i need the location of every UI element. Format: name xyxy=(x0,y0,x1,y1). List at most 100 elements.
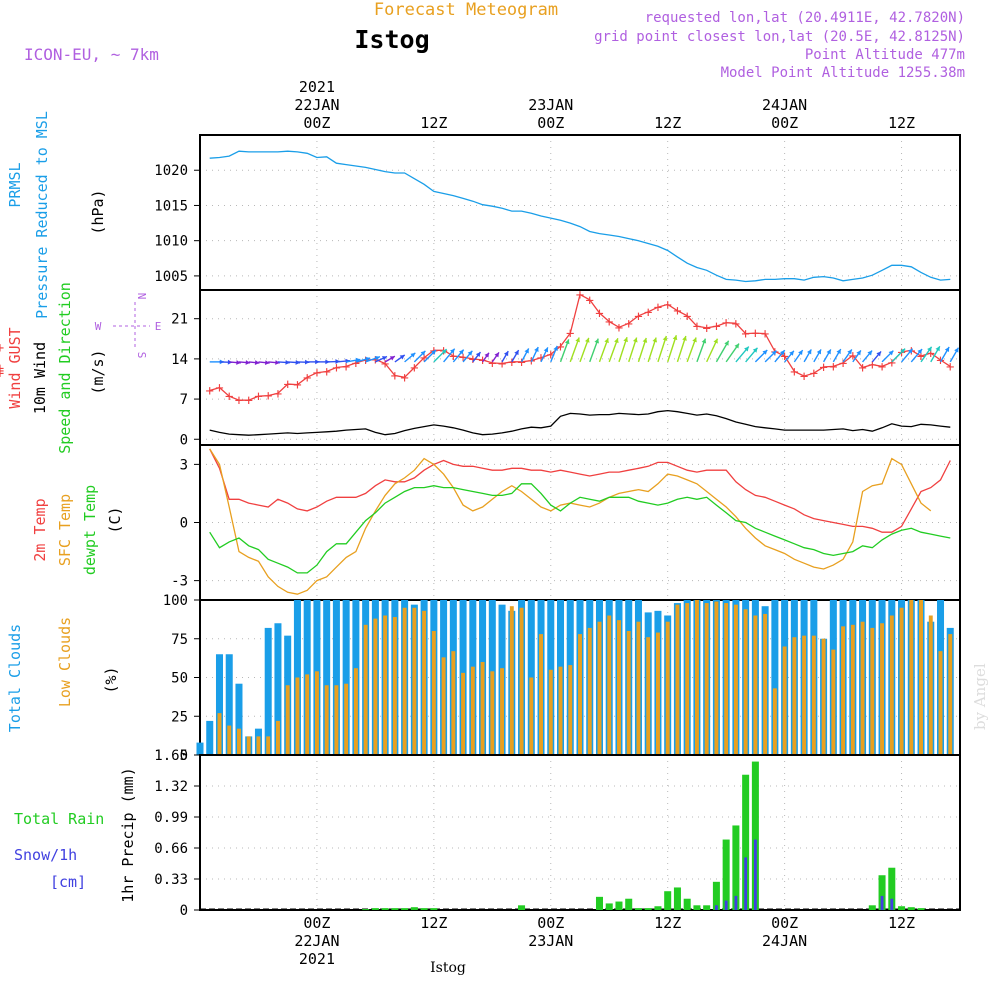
precip-label-cm: [cm] xyxy=(50,873,86,891)
wind-arrow-head xyxy=(623,337,628,343)
low-cloud-bar xyxy=(519,607,524,755)
low-cloud-bar xyxy=(811,635,816,755)
gust-marker: + xyxy=(0,361,4,377)
panel-frame xyxy=(199,134,961,291)
wind-arrow-head xyxy=(575,337,580,343)
pressure-panel: 1005 1010 1015 1020 xyxy=(154,134,961,291)
snow-bar xyxy=(753,839,757,910)
wind-arrow xyxy=(657,335,668,363)
rain-bar xyxy=(625,898,633,910)
wind-arrow-head xyxy=(399,355,405,360)
low-cloud-bar xyxy=(392,617,397,755)
bottom-time-label: 23JAN xyxy=(528,932,573,950)
low-cloud-bar xyxy=(753,615,758,755)
low-cloud-bar xyxy=(821,638,826,755)
gust-marker: + xyxy=(741,327,749,343)
gust-marker: + xyxy=(381,356,389,372)
low-cloud-bar xyxy=(948,634,953,755)
low-cloud-bar xyxy=(548,669,553,755)
rain-bar xyxy=(751,761,759,910)
total-cloud-bar xyxy=(771,600,779,755)
wind-arrow-head xyxy=(713,338,718,344)
wind-arrow-head xyxy=(900,348,906,354)
low-cloud-bar xyxy=(607,615,612,755)
rain-bar xyxy=(712,881,720,910)
top-time-label: 22JAN xyxy=(294,96,339,114)
temp-label-sfc: SFC Temp xyxy=(56,494,74,566)
watermark: by Angel xyxy=(971,663,989,730)
bottom-time-label: 12Z xyxy=(888,914,915,932)
rain-bar xyxy=(410,907,418,910)
rain-bar xyxy=(615,901,623,910)
compass-n: N xyxy=(135,293,148,300)
wind-arrow-head xyxy=(847,349,852,355)
y-tick-label: -3 xyxy=(171,574,188,590)
rain-bar xyxy=(362,909,370,911)
wind-arrow-head xyxy=(389,356,395,361)
rain-bar xyxy=(634,908,642,910)
gust-marker: + xyxy=(780,349,788,365)
wind-arrow-head xyxy=(449,348,455,354)
y-tick-label: 1015 xyxy=(154,198,188,214)
wind-arrow-head xyxy=(798,350,803,356)
low-cloud-bar xyxy=(402,607,407,755)
gust-marker: + xyxy=(888,355,896,371)
low-cloud-bar xyxy=(597,621,602,755)
wind-arrow-head xyxy=(410,352,416,358)
rain-bar xyxy=(401,908,409,910)
temperature-panel: -3 0 3 xyxy=(171,444,961,601)
low-cloud-bar xyxy=(422,610,427,755)
low-cloud-bar xyxy=(919,600,923,755)
low-cloud-bar xyxy=(246,736,251,755)
wind-arrow-head xyxy=(441,349,447,354)
clouds-panel: 0 25 50 75 100 xyxy=(163,593,961,764)
bottom-time-label: 2021 xyxy=(299,950,335,968)
wind-unit: (m/s) xyxy=(89,349,107,394)
gust-marker: + xyxy=(663,297,671,313)
low-cloud-bar xyxy=(617,620,621,755)
precip-unit: 1hr Precip (mm) xyxy=(119,767,137,902)
clouds-label-total: Total Clouds xyxy=(6,624,24,732)
snow-bar xyxy=(734,895,738,910)
gust-marker: + xyxy=(498,356,506,372)
gust-marker: + xyxy=(254,389,262,405)
low-cloud-bar xyxy=(266,736,271,755)
low-cloud-bar xyxy=(675,604,680,755)
wind-arrow-head xyxy=(836,349,841,355)
wind-arrow-head xyxy=(604,338,609,344)
rain-bar xyxy=(693,905,701,910)
gust-marker: + xyxy=(264,389,272,405)
gust-marker: + xyxy=(858,361,866,377)
low-cloud-bar xyxy=(363,624,368,755)
y-tick-label: 50 xyxy=(171,671,188,687)
wind-arrow-head xyxy=(692,337,697,343)
top-time-label: 24JAN xyxy=(762,96,807,114)
gust-marker: + xyxy=(615,320,623,336)
low-cloud-bar xyxy=(704,603,709,755)
low-cloud-bar xyxy=(470,666,475,755)
gust-marker: + xyxy=(488,356,496,372)
gust-marker: + xyxy=(732,316,740,332)
low-cloud-bar xyxy=(772,688,777,755)
bottom-time-label: 12Z xyxy=(654,914,681,932)
requested-coords: requested lon,lat (20.4911E, 42.7820N) xyxy=(645,10,965,26)
gust-marker: + xyxy=(352,356,360,372)
gust-marker: + xyxy=(586,293,594,309)
gust-marker: + xyxy=(547,347,555,363)
low-cloud-bar xyxy=(314,671,319,755)
wind-arrow-head xyxy=(682,336,687,341)
wind-arrow-head xyxy=(771,350,777,356)
gust-marker: + xyxy=(244,393,252,409)
gust-marker: + xyxy=(800,369,808,385)
pressure-label-1: PRMSL xyxy=(6,162,24,207)
rain-bar xyxy=(683,898,691,910)
y-tick-label: 1010 xyxy=(154,234,188,250)
low-cloud-bar xyxy=(461,672,466,755)
wind-arrow-head xyxy=(927,346,932,352)
wind-arrow-head xyxy=(236,360,241,365)
wind-arrow-head xyxy=(553,345,558,351)
panel-labels: PRMSL Pressure Reduced to MSL (hPa) Wind GU… xyxy=(6,111,137,903)
wind-arrow-head xyxy=(374,355,380,361)
rain-bar xyxy=(518,905,526,910)
low-cloud-bar xyxy=(587,627,592,755)
